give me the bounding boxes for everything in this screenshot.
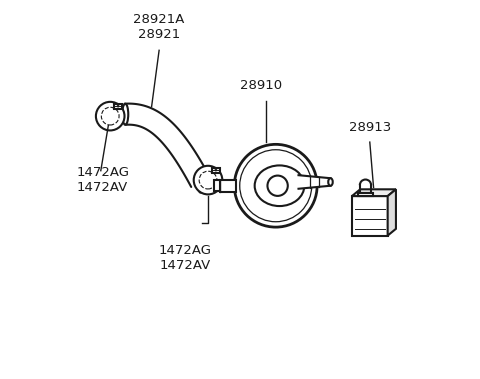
- Ellipse shape: [328, 178, 333, 186]
- Ellipse shape: [122, 104, 128, 125]
- Polygon shape: [352, 190, 396, 196]
- FancyBboxPatch shape: [114, 103, 122, 109]
- Circle shape: [215, 169, 217, 171]
- Text: 28910: 28910: [240, 80, 282, 92]
- Text: 1472AG
1472AV: 1472AG 1472AV: [159, 244, 212, 272]
- Circle shape: [232, 143, 319, 229]
- FancyBboxPatch shape: [220, 180, 236, 192]
- Circle shape: [117, 105, 119, 107]
- Polygon shape: [125, 103, 210, 187]
- Text: 28921A
28921: 28921A 28921: [133, 13, 185, 41]
- Text: 1472AG
1472AV: 1472AG 1472AV: [76, 166, 129, 194]
- Circle shape: [267, 175, 288, 196]
- FancyBboxPatch shape: [212, 168, 220, 172]
- Polygon shape: [388, 190, 396, 236]
- Polygon shape: [299, 175, 331, 189]
- FancyBboxPatch shape: [352, 196, 388, 236]
- Ellipse shape: [197, 171, 204, 193]
- FancyBboxPatch shape: [358, 193, 373, 196]
- Ellipse shape: [255, 165, 304, 206]
- Text: 28913: 28913: [348, 121, 391, 134]
- FancyBboxPatch shape: [214, 180, 220, 191]
- Circle shape: [194, 166, 222, 194]
- Circle shape: [96, 102, 124, 130]
